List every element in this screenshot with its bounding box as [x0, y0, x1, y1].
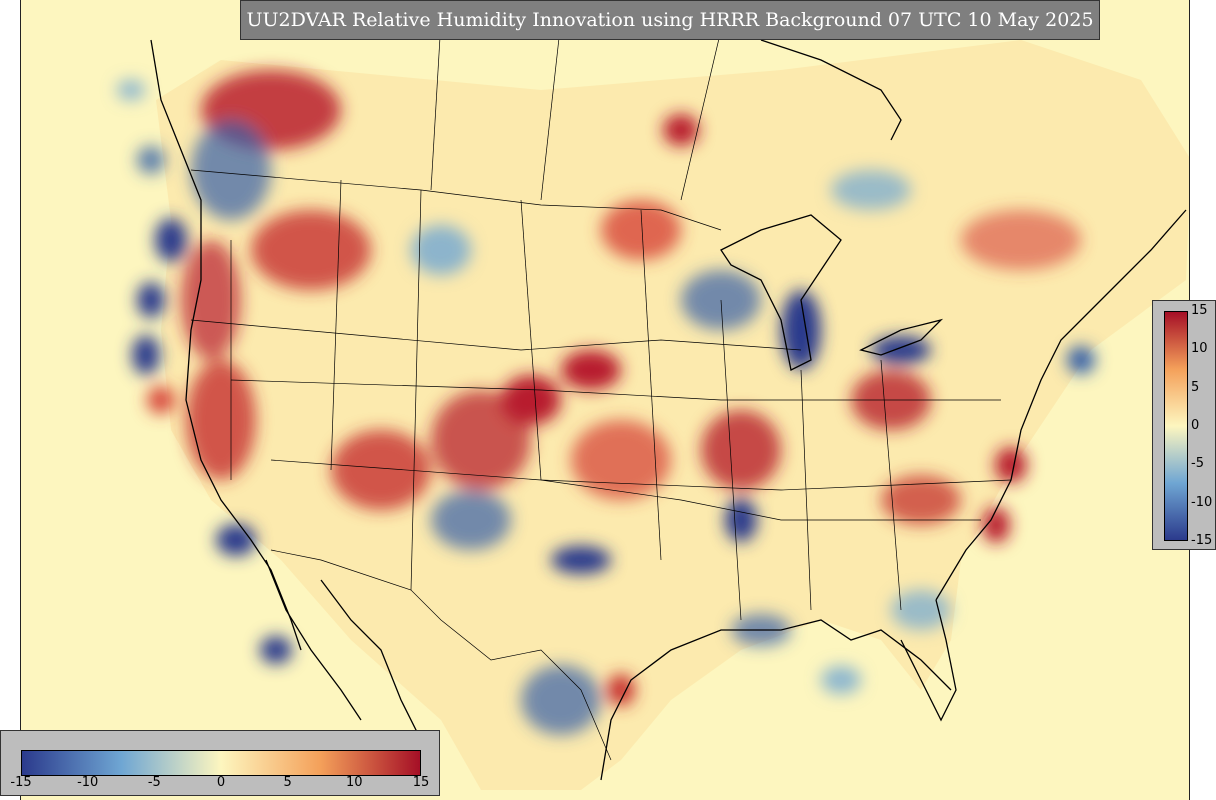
- colorbar-tick: 10: [1191, 341, 1208, 356]
- great-lakes: [720, 214, 842, 371]
- colorbar-tick: 5: [1191, 380, 1200, 395]
- border-line: [410, 189, 422, 591]
- border-line: [800, 369, 812, 611]
- anomaly-blob: [132, 335, 160, 375]
- colorbar-tick: -15: [1191, 533, 1213, 548]
- anomaly-blob: [521, 665, 601, 735]
- anomaly-blob: [982, 507, 1010, 543]
- anomaly-blob: [155, 218, 187, 262]
- colorbar-horizontal: -15 -10 -5 0 5 10 15: [0, 730, 440, 796]
- anomaly-blob: [571, 420, 671, 500]
- anomaly-blob: [995, 447, 1027, 483]
- anomaly-blob: [871, 336, 931, 364]
- west-coast: [150, 39, 302, 651]
- coastline: [150, 39, 1187, 781]
- anomaly-blob: [431, 390, 531, 490]
- colorbar-tick: -5: [147, 775, 161, 790]
- border-line: [230, 379, 1001, 401]
- gulf-coast: [600, 619, 952, 781]
- anomaly-blob: [147, 386, 175, 414]
- border-line: [430, 19, 442, 191]
- colorbar-tick: 15: [1191, 303, 1208, 318]
- colorbar-tick: -10: [1191, 495, 1213, 510]
- border-line: [540, 19, 562, 201]
- border-canada-us: [190, 169, 722, 231]
- colorbar-tick: 0: [1191, 418, 1200, 433]
- anomaly-blob: [501, 375, 561, 425]
- anomaly-blob: [137, 146, 165, 174]
- border-line: [540, 479, 981, 521]
- colorbar-vertical: 15 10 5 0 -5 -10 -15: [1152, 300, 1216, 550]
- lake-erie: [859, 318, 944, 356]
- colorbar-tick: -5: [1191, 456, 1204, 471]
- anomaly-blob: [781, 290, 821, 370]
- baja-coast: [265, 559, 362, 721]
- anomaly-blob: [561, 350, 621, 390]
- border-line: [270, 459, 1012, 491]
- colorbar-tick: 5: [283, 775, 292, 790]
- border-line: [520, 199, 542, 481]
- anomaly-blob: [216, 524, 256, 556]
- hudson-bay-edge: [760, 39, 902, 141]
- border-line: [720, 299, 742, 621]
- colorbar-horizontal-gradient: [21, 750, 421, 776]
- florida-coast: [900, 599, 957, 722]
- anomaly-blob: [601, 200, 681, 260]
- anomaly-blob: [137, 282, 165, 318]
- border-line: [640, 209, 662, 561]
- colorbar-vertical-gradient: [1164, 311, 1188, 541]
- anomaly-blob: [961, 210, 1081, 270]
- anomaly-blob: [821, 666, 861, 694]
- colorbar-tick: -15: [10, 775, 32, 790]
- anomaly-blob: [181, 240, 241, 360]
- anomaly-blob: [1067, 346, 1095, 374]
- map-title: UU2DVAR Relative Humidity Innovation usi…: [240, 0, 1100, 40]
- map-panel[interactable]: [20, 0, 1190, 800]
- anomaly-blob: [431, 490, 511, 550]
- innovation-map: [117, 19, 1189, 790]
- anomaly-blob: [186, 360, 256, 480]
- border-line: [190, 319, 802, 351]
- colorbar-tick: 0: [216, 775, 226, 790]
- colorbar-tick: 10: [346, 775, 363, 790]
- anomaly-blob: [260, 636, 292, 664]
- anomaly-blob: [331, 430, 431, 510]
- anomaly-blob: [725, 498, 757, 542]
- anomaly-blob: [663, 114, 699, 146]
- border-line: [330, 179, 342, 471]
- border-line: [680, 29, 722, 201]
- anomaly-blob: [701, 410, 781, 490]
- anomaly-field: [117, 70, 1095, 735]
- colorbar-tick: 15: [412, 775, 430, 790]
- anomaly-blob: [607, 674, 635, 706]
- border-mexico-us: [270, 549, 612, 761]
- anomaly-blob: [551, 546, 611, 574]
- state-borders: [190, 19, 1012, 761]
- anomaly-blob: [191, 120, 271, 220]
- east-coast: [935, 209, 1187, 601]
- anomaly-blob: [251, 210, 371, 290]
- anomaly-blob: [831, 170, 911, 210]
- anomaly-blob: [881, 475, 961, 525]
- anomaly-blob: [117, 80, 145, 100]
- mexico-coast: [320, 579, 432, 761]
- land-area: [156, 40, 1189, 790]
- anomaly-blob: [411, 225, 471, 275]
- colorbar-tick: -10: [77, 775, 99, 790]
